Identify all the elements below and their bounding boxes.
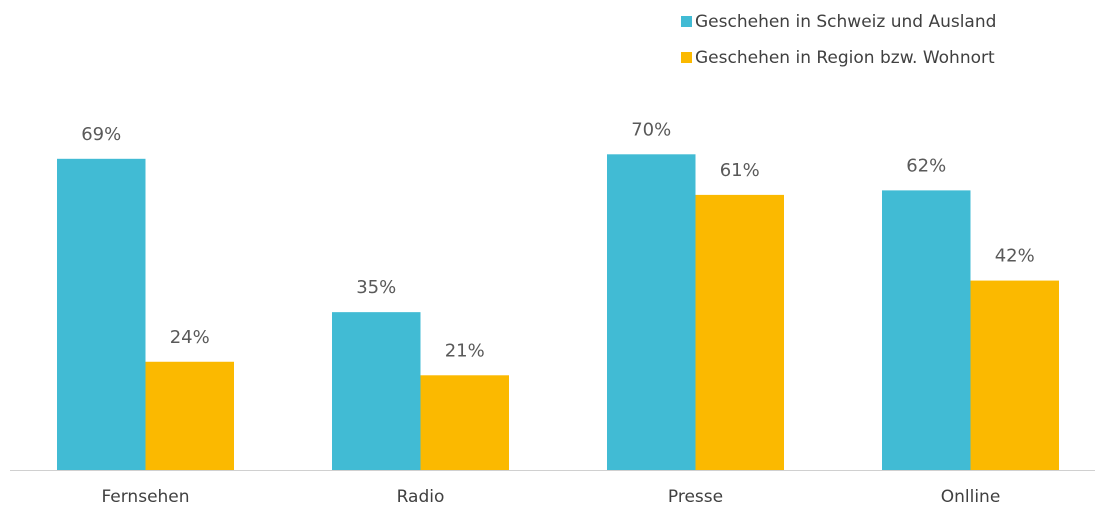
value-label: 69% [81,124,121,145]
bar [57,158,146,470]
bar [695,194,784,470]
bar [332,312,421,470]
bar [420,375,509,470]
value-label: 42% [995,246,1035,267]
x-tick-label: Radio [397,487,445,507]
bar [145,361,234,470]
x-tick-label: Onlline [941,487,1001,507]
value-label: 21% [445,340,485,361]
value-label: 35% [356,277,396,298]
bar [882,190,971,470]
legend-label: Geschehen in Schweiz und Ausland [695,12,996,32]
bar [970,280,1059,470]
value-label: 70% [631,119,671,140]
value-label: 24% [170,327,210,348]
bar [607,154,696,471]
x-tick-label: Fernsehen [101,487,189,507]
x-tick-label: Presse [668,487,723,507]
legend-swatch [681,52,692,63]
legend-label: Geschehen in Region bzw. Wohnort [695,48,995,68]
value-label: 62% [906,155,946,176]
legend-swatch [681,16,692,27]
value-label: 61% [720,160,760,181]
